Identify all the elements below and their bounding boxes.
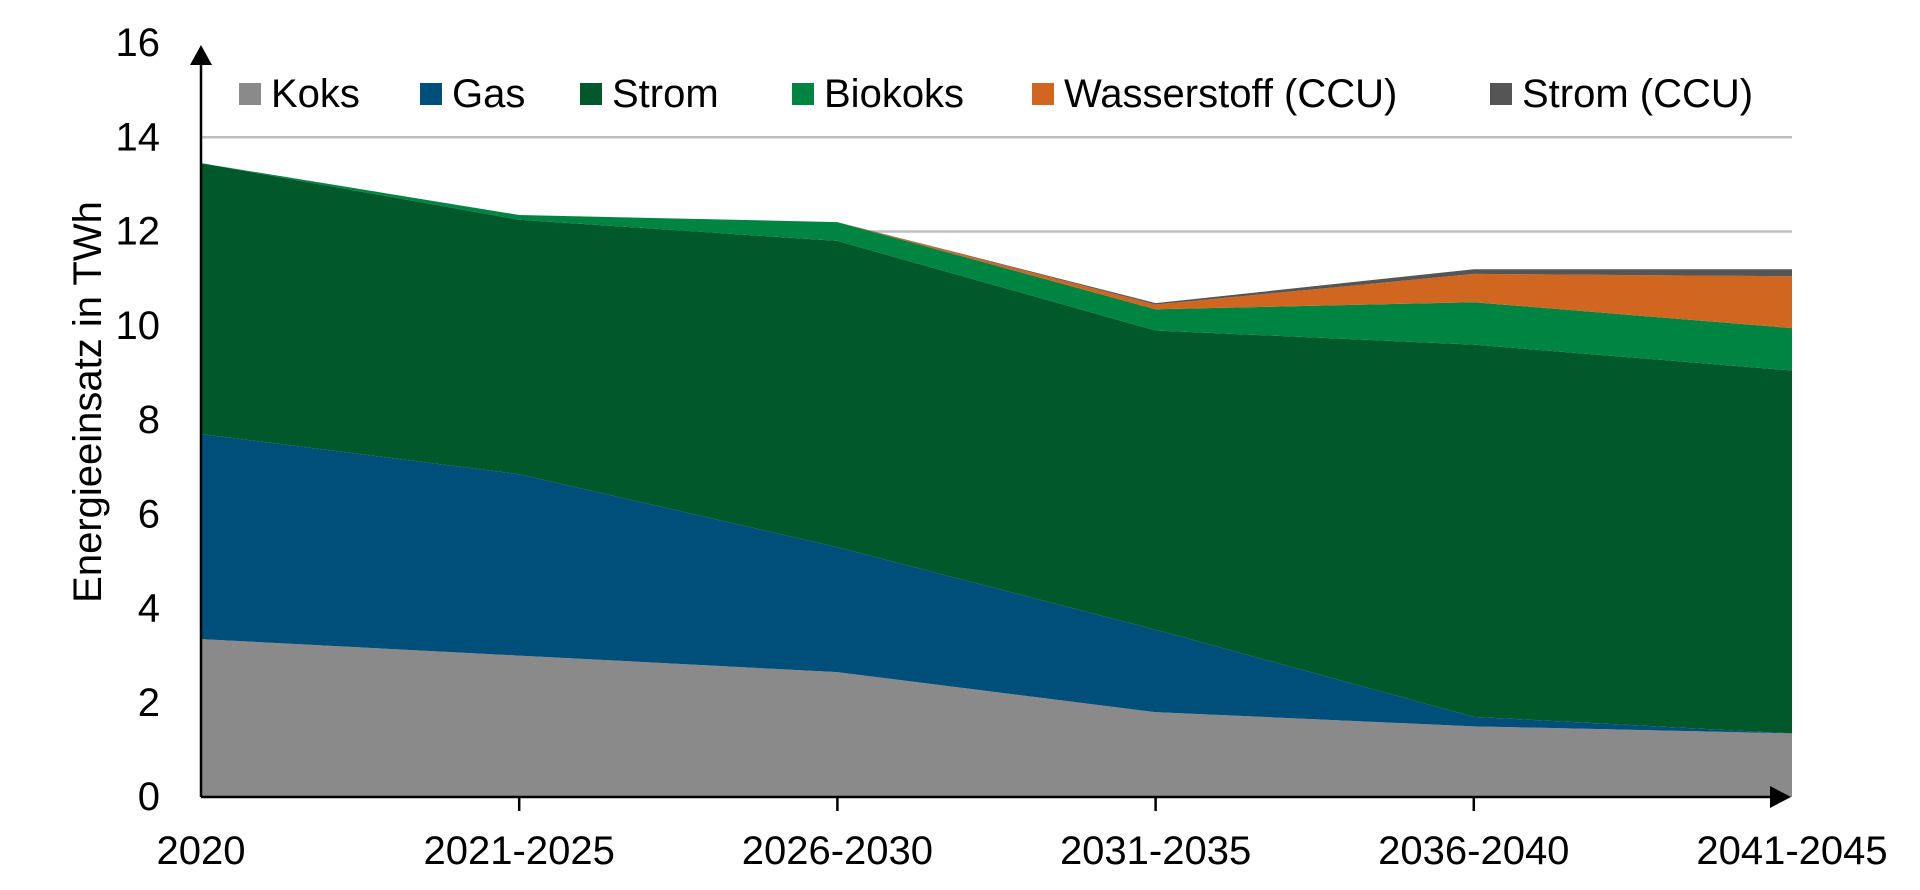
legend-item: Gas <box>420 72 525 116</box>
y-tick-label: 12 <box>116 210 161 254</box>
legend-item: Wasserstoff (CCU) <box>1032 72 1397 116</box>
x-tick-label: 2031-2035 <box>1060 829 1251 873</box>
axes <box>190 45 1791 811</box>
legend: Koks Gas Strom Biokoks Wasserstoff (CCU) Stro… <box>239 72 1753 116</box>
x-tick-labels: 2020 2021-2025 2026-2030 2031-2035 2036-2040… <box>157 829 1888 873</box>
y-axis-arrow <box>190 45 212 65</box>
legend-swatch <box>792 83 814 105</box>
legend-item: Strom <box>580 72 719 116</box>
y-tick-label: 14 <box>116 115 161 159</box>
x-tick-label: 2026-2030 <box>742 829 933 873</box>
legend-item: Koks <box>239 72 360 116</box>
area-series <box>201 163 1792 797</box>
area-gas <box>201 434 1792 734</box>
legend-label: Strom (CCU) <box>1522 72 1753 116</box>
x-axis-arrow <box>1770 786 1791 808</box>
y-tick-label: 6 <box>138 492 160 536</box>
y-tick-label: 0 <box>138 775 160 819</box>
legend-label: Biokoks <box>824 72 964 116</box>
x-tick-label: 2036-2040 <box>1378 829 1569 873</box>
legend-swatch <box>239 83 261 105</box>
x-tick-label: 2021-2025 <box>424 829 615 873</box>
y-tick-label: 10 <box>116 304 161 348</box>
legend-swatch <box>580 83 602 105</box>
y-tick-label: 8 <box>138 398 160 442</box>
y-tick-label: 4 <box>138 587 160 631</box>
y-tick-label: 2 <box>138 681 160 725</box>
x-tick-label: 2041-2045 <box>1696 829 1887 873</box>
legend-swatch <box>1490 83 1512 105</box>
x-tick-label: 2020 <box>157 829 246 873</box>
legend-label: Gas <box>452 72 525 116</box>
legend-swatch <box>1032 83 1054 105</box>
y-tick-label: 16 <box>116 21 161 65</box>
area-wasserstoff-ccu <box>201 163 1792 329</box>
legend-item: Biokoks <box>792 72 964 116</box>
legend-label: Wasserstoff (CCU) <box>1064 72 1397 116</box>
legend-label: Koks <box>271 72 360 116</box>
area-koks <box>201 639 1792 797</box>
y-tick-labels: 0 2 4 6 8 10 12 14 16 <box>116 21 161 819</box>
area-biokoks <box>201 163 1792 371</box>
y-axis-title: Energieeinsatz in TWh <box>66 201 110 603</box>
legend-item: Strom (CCU) <box>1490 72 1753 116</box>
legend-label: Strom <box>612 72 719 116</box>
area-strom <box>201 163 1792 734</box>
legend-swatch <box>420 83 442 105</box>
